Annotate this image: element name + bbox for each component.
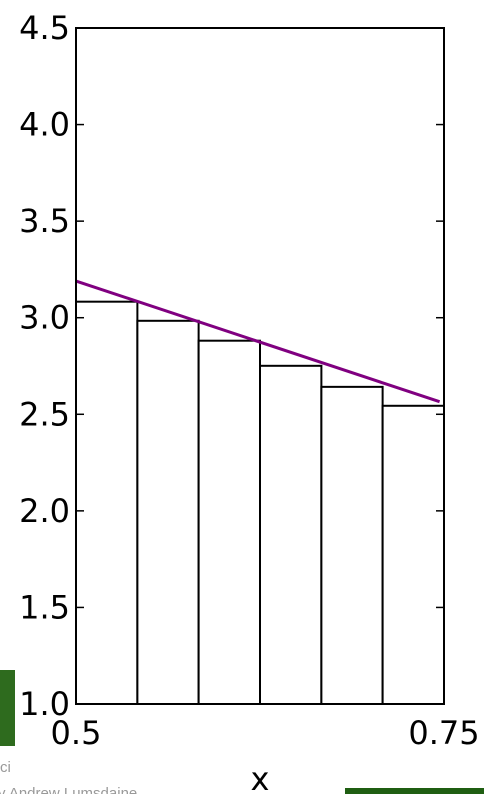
bar	[383, 406, 444, 704]
y-tick-label: 2.5	[19, 395, 70, 433]
y-tick-label: 4.0	[19, 106, 70, 144]
chart: ci y Andrew Lumsdaine x 1.01.52.02.53.03…	[0, 0, 484, 794]
bar	[199, 341, 260, 704]
bar	[260, 366, 321, 704]
y-tick-label: 2.0	[19, 492, 70, 530]
x-tick-label: 0.75	[408, 714, 479, 752]
x-axis-label: x	[251, 760, 270, 794]
page: ci y Andrew Lumsdaine x 1.01.52.02.53.03…	[0, 0, 484, 794]
background-text: y Andrew Lumsdaine	[0, 785, 137, 794]
background-image	[0, 670, 15, 746]
y-tick-label: 3.5	[19, 202, 70, 240]
y-tick-label: 4.5	[19, 9, 70, 47]
y-tick-label: 1.5	[19, 588, 70, 626]
background-image	[345, 788, 484, 794]
bar	[321, 387, 382, 704]
background-text: ci	[0, 759, 11, 776]
bar	[76, 302, 137, 704]
y-tick-label: 3.0	[19, 299, 70, 337]
bar	[137, 321, 198, 704]
x-tick-label: 0.5	[51, 714, 102, 752]
